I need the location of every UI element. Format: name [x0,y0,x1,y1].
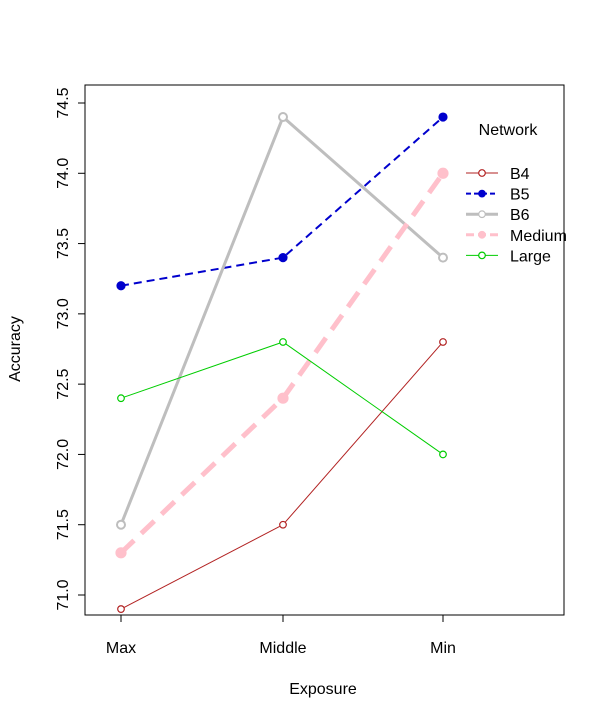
series-line-medium [119,171,446,555]
x-tick-label: Min [430,640,456,657]
legend-title: Network [479,122,539,139]
data-point-medium [437,167,449,179]
series-line-b6 [119,115,444,526]
y-tick-label: 71.5 [55,509,72,540]
data-point-medium [277,392,289,404]
x-axis: Max Middle Min [106,615,456,657]
series-b5 [116,112,448,291]
x-axis-label: Exposure [289,681,357,698]
x-tick-label: Max [106,640,136,657]
data-point-large [279,338,287,346]
plot-frame [84,84,565,616]
legend-item-b4: B4 [466,166,530,183]
data-point-medium [115,547,127,559]
legend-label: B6 [510,207,530,224]
legend-marker [478,169,486,177]
series-line-b4 [120,341,444,610]
legend-label: B4 [510,166,530,183]
data-point-large [117,394,125,403]
legend-marker [478,230,486,239]
y-tick-label: 72.5 [55,368,72,399]
data-point-large [439,450,447,459]
legend-marker [478,189,486,198]
data-point-b5 [438,112,448,122]
legend-label: Large [510,248,551,265]
y-tick-label: 74.0 [55,158,72,189]
y-tick-label: 74.5 [55,87,72,118]
y-tick-label: 73.5 [55,228,72,259]
series-layer [115,112,449,613]
y-axis-label: Accuracy [7,316,24,382]
y-tick-label: 73.0 [55,298,72,329]
data-point-b6 [438,252,448,263]
legend: Network B4 B5 B6 Medium Large [466,122,567,265]
data-point-b4 [279,520,287,529]
series-b4 [117,338,447,613]
series-b6 [116,112,448,530]
x-tick-label: Middle [259,640,306,657]
y-axis: 71.0 71.5 72.0 72.5 73.0 73.5 74.0 74.5 [55,87,85,611]
data-point-b4 [439,338,447,346]
data-point-b5 [278,253,288,263]
y-tick-label: 72.0 [55,439,72,470]
series-large [117,338,447,459]
y-tick-label: 71.0 [55,579,72,610]
series-medium [115,167,449,559]
legend-label: Medium [510,228,567,245]
data-point-b5 [116,281,126,291]
legend-item-b5: B5 [466,187,530,204]
legend-marker [478,251,486,260]
series-line-b5 [120,116,444,287]
data-point-b6 [116,519,126,530]
legend-label: B5 [510,187,530,204]
legend-item-medium: Medium [466,228,567,245]
data-point-b6 [278,112,288,123]
legend-item-b6: B6 [466,207,530,224]
legend-item-large: Large [466,248,551,265]
data-point-b4 [117,605,125,613]
legend-marker [478,210,486,219]
